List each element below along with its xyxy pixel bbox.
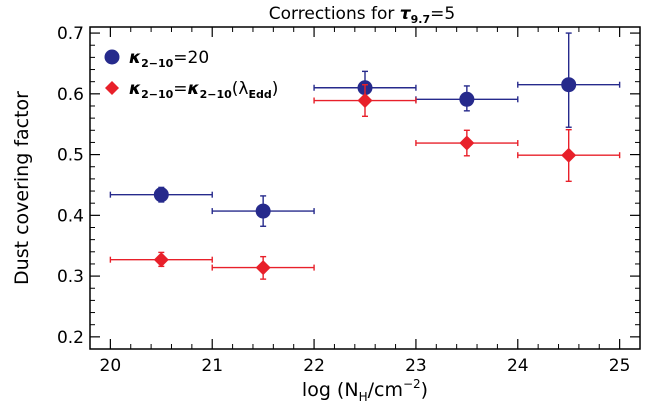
xlabel-prefix: log (N (302, 379, 359, 401)
xlabel-superscript: −2 (403, 377, 421, 391)
y-tick-label: 0.6 (57, 85, 84, 105)
y-tick-label: 0.5 (57, 146, 84, 166)
chart-title: Corrections for τ9.7=5 (269, 4, 455, 26)
legend-label-1: κ2−10=20 (129, 48, 209, 70)
data-point-circle (255, 203, 271, 219)
data-point-circle (459, 91, 475, 107)
y-tick-label: 0.2 (57, 328, 84, 348)
title-suffix: =5 (430, 4, 455, 24)
y-tick-label: 0.4 (57, 206, 84, 226)
legend-2-sub: 2−10 (141, 88, 174, 101)
series-layer (109, 32, 621, 280)
legend-2-paren-close: ) (272, 79, 279, 99)
legend-2-sub2: 2−10 (200, 88, 233, 101)
legend-2-symbol: κ (129, 79, 141, 99)
x-tick-label: 22 (303, 356, 325, 376)
title-subscript: 9.7 (411, 13, 431, 26)
y-axis-title: Dust covering factor (11, 91, 33, 285)
x-axis-title: log (NH/cm−2) (302, 377, 428, 404)
legend-2-sub3: Edd (248, 88, 271, 101)
x-tick-label: 23 (405, 356, 427, 376)
data-point-diamond (459, 135, 475, 151)
title-prefix: Corrections for (269, 4, 400, 24)
title-symbol: τ (400, 4, 412, 24)
x-tick-label: 25 (609, 356, 631, 376)
legend-2-eq: = (173, 79, 187, 99)
data-point-diamond (561, 147, 577, 163)
x-tick-label: 24 (507, 356, 529, 376)
chart-title-text: Corrections for τ9.7=5 (269, 4, 455, 26)
y-axis-label: Dust covering factor (11, 91, 33, 285)
legend-2-paren-open: ( (232, 79, 239, 99)
legend-1-rest: =20 (173, 48, 209, 68)
plot-frame (89, 26, 641, 350)
x-tick-label: 21 (201, 356, 223, 376)
xlabel-suffix: ) (421, 379, 428, 401)
y-tick-label: 0.7 (57, 24, 84, 44)
legend-1-symbol: κ (129, 48, 141, 68)
data-point-circle (561, 77, 577, 93)
series-2 (109, 84, 621, 280)
xlabel-subscript: H (359, 390, 368, 404)
data-point-circle (153, 187, 169, 203)
data-point-diamond (255, 260, 271, 276)
x-tick-label: 20 (100, 356, 122, 376)
legend-label-2: κ2−10=κ2−10(λEdd) (129, 79, 278, 101)
data-point-diamond (153, 252, 169, 268)
legend-marker-circle (104, 49, 120, 65)
xlabel-mid: /cm (368, 379, 403, 401)
legend-2-lambda: λ (238, 79, 248, 99)
plot-axes: 20 21 22 23 24 25 0.2 0.3 0.4 0.5 0.6 0.7 (57, 24, 641, 376)
data-point-diamond (357, 93, 373, 109)
legend-1-sub: 2−10 (141, 57, 174, 70)
x-axis-label: log (NH/cm−2) (302, 377, 428, 404)
y-tick-label: 0.3 (57, 267, 84, 287)
legend-marker-diamond (105, 81, 119, 95)
legend-2-symbol2: κ (188, 79, 200, 99)
